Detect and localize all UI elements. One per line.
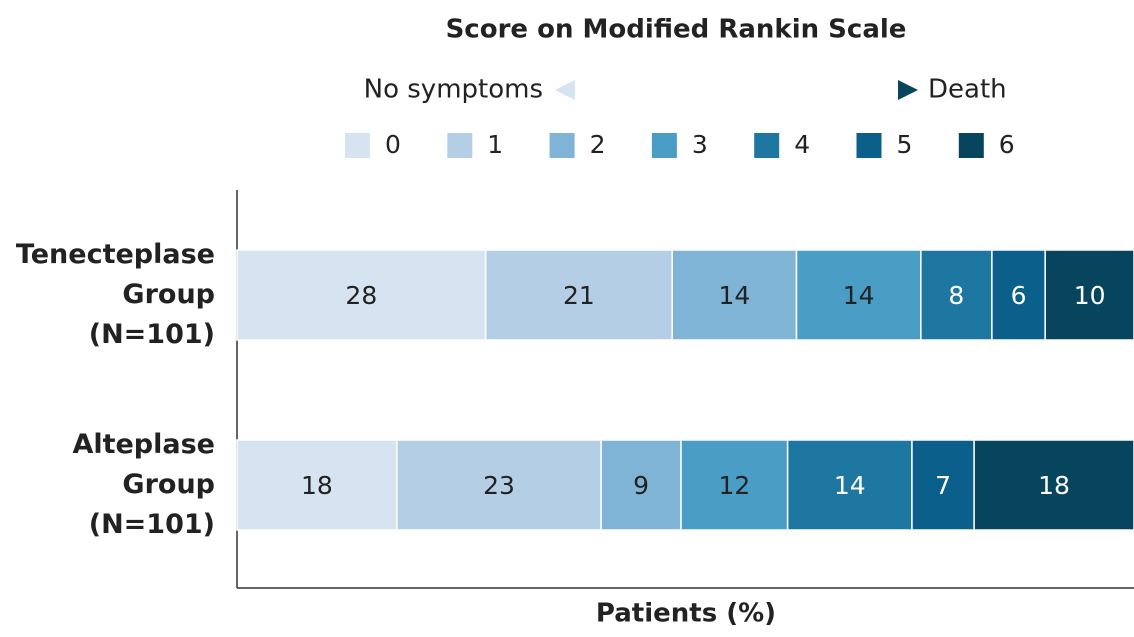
bar-segment [795,249,922,341]
legend-label: 5 [897,130,913,159]
legend-swatch [447,133,473,158]
legend-label: 3 [692,130,708,159]
annotation: No symptoms [364,75,543,105]
legend-swatch [549,133,575,158]
legend-label: 0 [385,130,401,159]
legend-label: 6 [999,130,1015,159]
legend-label: 4 [794,130,810,159]
arrow-head [898,80,918,100]
legend-swatch [958,133,984,158]
bar-segment [671,249,798,341]
data-label: 28 [345,281,377,310]
bar-segment [236,249,487,341]
bar-segment [396,439,602,531]
arrow-head [555,80,575,100]
legend-swatch [345,133,370,158]
data-label: 14 [718,281,750,310]
data-label: 6 [1011,281,1027,310]
data-label: 9 [633,471,649,500]
legend-swatch [856,133,882,158]
bar-segment [920,249,993,341]
bar-segment [484,249,673,341]
data-label: 7 [935,471,951,500]
category-label: Tenecteplase Group (N=101) [15,239,215,350]
data-label: 12 [718,471,750,500]
legend-label: 2 [590,130,606,159]
bar-segment [973,439,1134,531]
legend-swatch [651,133,677,158]
bar-segment [236,439,398,531]
x-axis-label: Patients (%) [596,599,776,629]
data-label: 18 [301,471,333,500]
data-label: 18 [1038,471,1070,500]
bar-segment [991,249,1046,341]
chart-title: Score on Modified Rankin Scale [446,15,907,45]
category-label: Alteplase Group (N=101) [72,429,215,540]
legend-swatch [754,133,780,158]
bar-segment [600,439,682,531]
data-label: 14 [843,281,875,310]
bar-segment [786,439,913,531]
data-label: 8 [948,281,964,310]
bar-segment [911,439,975,531]
data-label: 14 [834,471,866,500]
legend-label: 1 [487,130,503,159]
data-label: 23 [483,471,515,500]
bar-segment [1044,249,1134,341]
data-label: 21 [563,281,595,310]
annotation: Death [928,75,1007,105]
data-label: 10 [1074,281,1106,310]
